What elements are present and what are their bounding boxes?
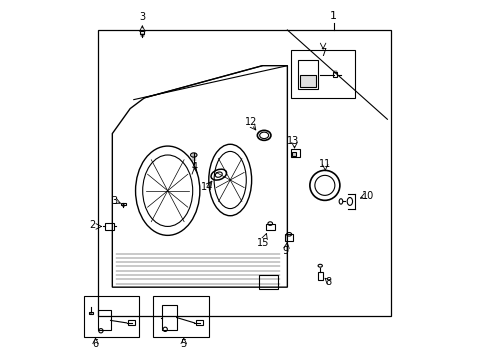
Text: 9: 9 [282,247,288,256]
Text: 10: 10 [361,191,373,201]
Bar [162,305,176,330]
Bar [258,275,278,289]
Bar [291,152,295,156]
Bar [332,72,336,77]
Text: 14: 14 [201,182,213,192]
Bar [265,224,274,230]
Text: 3: 3 [139,13,145,22]
Bar [290,50,354,98]
Text: 1: 1 [329,11,337,21]
Bar [290,149,299,157]
Bar [98,310,110,330]
Bar [105,223,114,230]
Text: 6: 6 [92,339,99,348]
Text: 13: 13 [286,136,299,146]
Text: 3: 3 [111,197,117,206]
Text: 4: 4 [191,162,197,172]
Bar [140,31,144,33]
Bar [298,60,317,89]
Bar [128,320,135,325]
Bar [196,320,203,325]
Text: 2: 2 [89,220,96,230]
Bar [83,296,139,337]
Bar [153,296,208,337]
Text: 12: 12 [244,117,257,127]
Bar [89,312,93,314]
Bar [284,234,293,241]
Text: 5: 5 [180,339,186,348]
Bar [317,272,322,280]
Text: 8: 8 [325,277,331,287]
Bar [299,75,315,87]
Bar [121,203,125,205]
Bar [98,30,390,316]
Text: 11: 11 [319,159,331,169]
Text: 15: 15 [257,238,269,248]
Text: 7: 7 [319,48,325,58]
